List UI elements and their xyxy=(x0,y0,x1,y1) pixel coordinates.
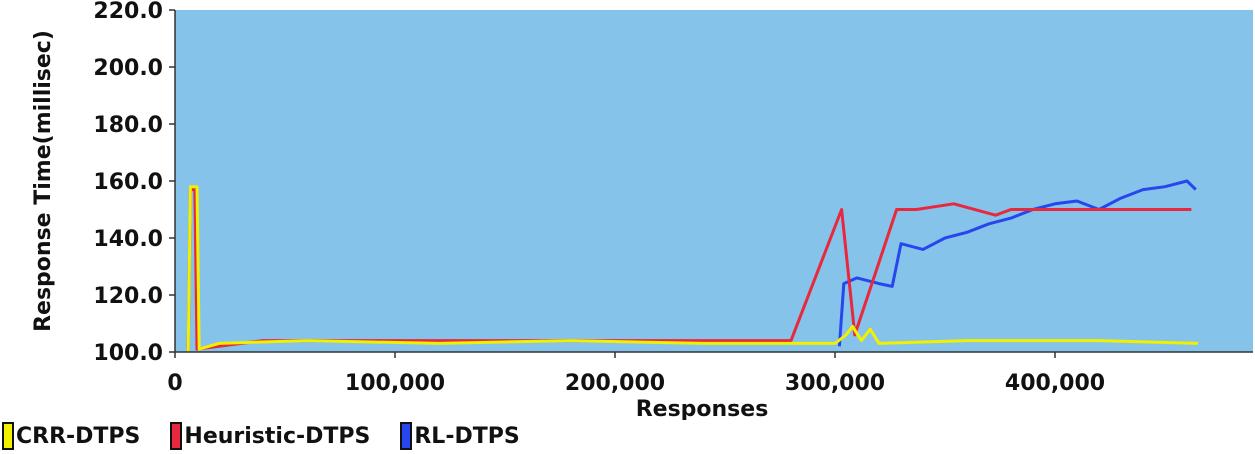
legend-swatch-crr xyxy=(2,422,14,450)
legend-swatch-heuristic xyxy=(170,422,183,450)
legend-label-crr: CRR-DTPS xyxy=(16,423,141,449)
x-tick-label: 200,000 xyxy=(565,371,665,396)
x-axis-title: Responses xyxy=(636,397,769,420)
legend-label-rl: RL-DTPS xyxy=(414,423,520,449)
y-tick-label: 120.0 xyxy=(93,284,163,309)
legend: CRR-DTPS Heuristic-DTPS RL-DTPS xyxy=(2,418,550,454)
legend-item-crr: CRR-DTPS xyxy=(2,422,140,450)
axes: 100.0 120.0 140.0 160.0 180.0 200.0 220.0 0 100,… xyxy=(93,0,1253,396)
y-tick-label: 220.0 xyxy=(93,0,163,24)
x-tick-label: 100,000 xyxy=(345,371,445,396)
series-line-crr-dtps xyxy=(186,185,1199,353)
y-tick-label: 200.0 xyxy=(93,56,163,81)
legend-item-rl: RL-DTPS xyxy=(400,422,520,450)
y-tick-label: 160.0 xyxy=(93,170,163,195)
legend-label-heuristic: Heuristic-DTPS xyxy=(184,423,371,449)
series-marks xyxy=(186,179,1199,353)
plot-area xyxy=(175,10,1253,352)
y-axis-title: Response Time(millisec) xyxy=(31,30,56,332)
response-time-chart: 100.0 120.0 140.0 160.0 180.0 200.0 220.0 0 100,… xyxy=(31,0,1253,420)
x-tick-label: 300,000 xyxy=(785,371,885,396)
legend-swatch-rl xyxy=(400,422,413,450)
series-line-rl-dtps xyxy=(837,179,1197,347)
y-tick-label: 140.0 xyxy=(93,227,163,252)
y-tick-label: 180.0 xyxy=(93,113,163,138)
x-tick-label: 0 xyxy=(167,371,182,396)
y-tick-label: 100.0 xyxy=(93,341,163,366)
x-tick-label: 400,000 xyxy=(1005,371,1105,396)
legend-item-heuristic: Heuristic-DTPS xyxy=(170,422,370,450)
